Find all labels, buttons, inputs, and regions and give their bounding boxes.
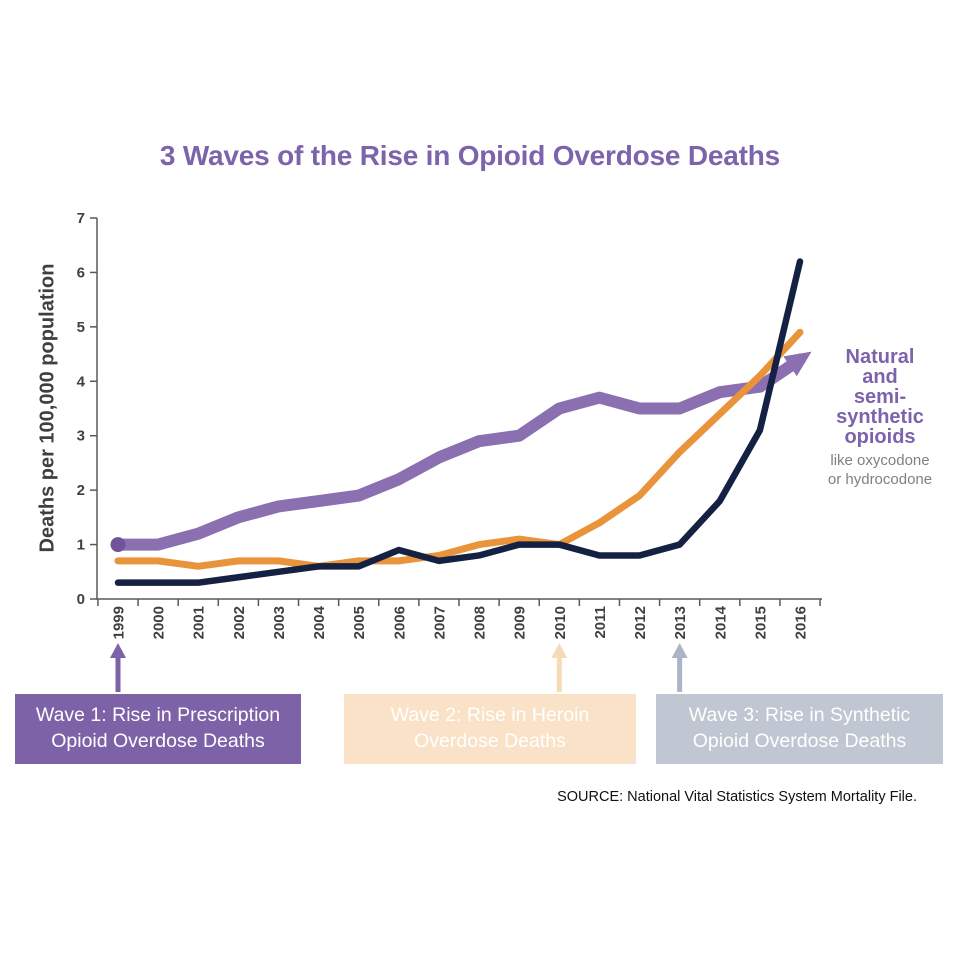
axis-lines	[96, 218, 822, 600]
wave3-label-line2: Opioid Overdose Deaths	[692, 730, 907, 752]
series-line-synthetic-opioids	[114, 258, 804, 586]
x-tick-label: 2009	[512, 606, 529, 639]
y-tick-label: 5	[77, 319, 85, 336]
x-tick-label: 2014	[712, 605, 729, 639]
wave2-label-line2: Overdose Deaths	[414, 730, 566, 752]
wave1-arrow-head	[110, 643, 126, 658]
x-tick-label: 2008	[472, 606, 489, 639]
x-tick-label: 2003	[271, 606, 288, 639]
y-tick-label: 2	[77, 482, 85, 499]
x-tick-label: 2012	[632, 606, 649, 639]
chart-title: 3 Waves of the Rise in Opioid Overdose D…	[159, 140, 781, 171]
x-tick-label: 2006	[391, 606, 408, 639]
annotation-main-text: Natural and semi- synthetic opioids	[806, 347, 954, 447]
series-line-heroin	[114, 328, 804, 570]
series-end-arrowhead	[783, 351, 812, 377]
annotation-line: synthetic	[836, 406, 924, 428]
x-tick-label: 2002	[231, 606, 248, 639]
x-tick-label: 1999	[111, 606, 128, 639]
wave2-label: Wave 2: Rise in Heroin Overdose Deaths	[391, 703, 590, 754]
wave3-label-box: Wave 3: Rise in Synthetic Opioid Overdos…	[656, 694, 943, 764]
source-citation: SOURCE: National Vital Statistics System…	[557, 789, 917, 805]
wave3-label-line1: Wave 3: Rise in Synthetic	[688, 704, 911, 727]
y-tick-label: 6	[77, 264, 85, 281]
x-tick-label: 2013	[672, 606, 689, 639]
annotation-sub-line: like oxycodone	[830, 452, 930, 469]
wave1-label-box: Wave 1: Rise in Prescription Opioid Over…	[15, 694, 301, 764]
annotation-sub-text: like oxycodone or hydrocodone	[806, 451, 954, 489]
y-tick-label: 4	[77, 373, 86, 390]
wave2-label-box: Wave 2: Rise in Heroin Overdose Deaths	[344, 694, 636, 764]
annotation-line: Natural	[845, 346, 915, 368]
wave1-label: Wave 1: Rise in Prescription Opioid Over…	[36, 703, 280, 754]
annotation-sub-line: or hydrocodone	[827, 471, 933, 488]
x-tick-label: 2011	[592, 606, 609, 639]
series-line-natural-and-semi-synthetic-opioids	[112, 353, 806, 551]
x-tick-label: 2001	[191, 606, 208, 639]
y-tick-label: 3	[77, 428, 85, 445]
series-annotation-natural-opioids: Natural and semi- synthetic opioids like…	[806, 347, 954, 489]
y-tick-label: 7	[77, 210, 85, 227]
x-tick-label: 2005	[351, 606, 368, 639]
wave1-label-line2: Opioid Overdose Deaths	[51, 730, 265, 752]
wave2-label-line1: Wave 2: Rise in Heroin	[390, 704, 590, 727]
wave3-label: Wave 3: Rise in Synthetic Opioid Overdos…	[689, 703, 910, 754]
annotation-line: semi-	[853, 386, 907, 408]
x-tick-label: 2000	[151, 606, 168, 639]
x-tick-label: 2016	[793, 606, 810, 639]
annotation-line: opioids	[844, 426, 916, 448]
y-tick-label: 1	[77, 537, 85, 554]
y-tick-label: 0	[77, 591, 85, 608]
wave1-label-line1: Wave 1: Rise in Prescription	[35, 704, 281, 727]
wave2-arrow-head	[551, 643, 568, 658]
annotation-line: and	[862, 366, 898, 388]
x-tick-label: 2007	[431, 606, 448, 639]
x-tick-label: 2015	[752, 606, 769, 639]
x-tick-label: 2010	[552, 606, 569, 639]
wave3-arrow-head	[671, 643, 688, 658]
series-start-dot	[110, 537, 126, 553]
x-tick-label: 2004	[311, 605, 328, 639]
